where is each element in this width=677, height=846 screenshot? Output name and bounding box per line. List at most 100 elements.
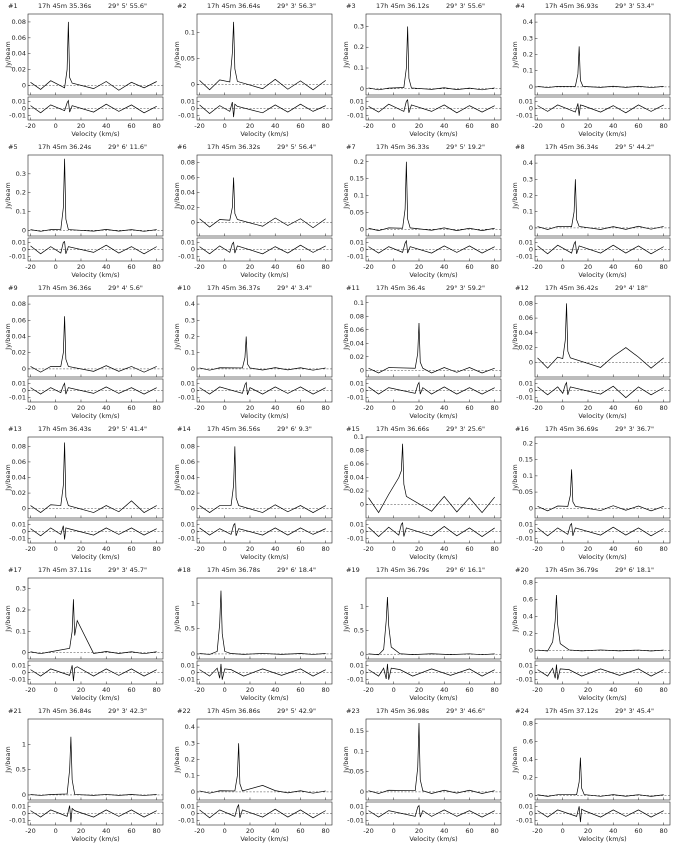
y-tick-label: 0.1 <box>523 472 533 480</box>
x-tick-label: 0 <box>54 686 58 694</box>
panel-dec: 29° 3' 59.2" <box>446 284 485 292</box>
y-tick-label: 1 <box>191 599 195 607</box>
y-tick-label: 0.3 <box>523 175 533 183</box>
residual-y-tick-label: 0.01 <box>519 802 533 810</box>
spectrum-line <box>537 757 664 797</box>
y-tick-label: 0.4 <box>523 159 533 167</box>
residual-y-tick-label: 0.01 <box>12 802 26 810</box>
panel-label: #12 <box>515 284 529 292</box>
y-axis-label: Jy/beam <box>173 182 181 209</box>
panel-label: #8 <box>515 143 525 151</box>
panel-ra: 17h 45m 36.64s <box>207 2 261 10</box>
x-tick-label: 20 <box>246 686 254 694</box>
y-axis-label: Jy/beam <box>4 746 12 773</box>
main-frame <box>534 295 671 378</box>
main-frame <box>534 13 671 96</box>
y-tick-label: 0.2 <box>523 51 533 59</box>
panel-label: #14 <box>177 425 191 433</box>
x-axis-label: Velocity (km/s) <box>240 130 288 138</box>
y-tick-label: 0.1 <box>354 747 364 755</box>
main-frame <box>27 154 164 237</box>
x-tick-label: -20 <box>363 827 374 835</box>
residual-y-tick-label: 0.01 <box>12 238 26 246</box>
x-axis-label: Velocity (km/s) <box>409 412 457 420</box>
y-axis-label: Jy/beam <box>511 746 519 773</box>
panel: #5 17h 45m 36.24s 29° 6' 11.6" 0 0.1 0.2 0.3 -0… <box>4 143 164 279</box>
panel-label: #7 <box>346 143 356 151</box>
x-tick-label: 80 <box>660 827 668 835</box>
x-tick-label: 40 <box>271 827 279 835</box>
panel: #15 17h 45m 36.66s 29° 3' 25.6" 0 0.02 0.04 0.… <box>342 425 502 561</box>
x-tick-label: 20 <box>415 404 423 412</box>
y-tick-label: 0 <box>191 365 195 373</box>
panel-ra: 17h 45m 36.78s <box>207 566 261 574</box>
x-tick-label: 0 <box>54 263 58 271</box>
y-tick-label: 0 <box>360 501 364 509</box>
panel: #16 17h 45m 36.69s 29° 3' 36.7" 0 0.05 0.1 0.1… <box>511 425 671 561</box>
panel-ra: 17h 45m 36.79s <box>545 566 599 574</box>
y-tick-label: 0.3 <box>16 585 26 593</box>
residual-line <box>30 525 157 540</box>
y-axis-label: Jy/beam <box>342 746 350 773</box>
residual-y-tick-label: 0.01 <box>181 520 195 528</box>
panel-ra: 17h 45m 36.86s <box>207 707 261 715</box>
residual-line <box>537 381 664 399</box>
y-tick-label: 0.1 <box>185 28 195 36</box>
spectrum-line <box>199 177 326 229</box>
panel-ra: 17h 45m 36.42s <box>545 284 599 292</box>
y-axis-label: Jy/beam <box>342 464 350 491</box>
spectrum-line <box>199 590 326 655</box>
residual-y-tick-label: 0 <box>360 810 364 818</box>
y-tick-label: 0.02 <box>350 353 364 361</box>
x-tick-label: 80 <box>153 827 161 835</box>
main-frame <box>534 718 671 801</box>
residual-y-tick-label: -0.01 <box>178 394 195 402</box>
panel-ra: 17h 45m 36.79s <box>376 566 430 574</box>
residual-y-tick-label: 0 <box>191 528 195 536</box>
panel-label: #15 <box>346 425 360 433</box>
residual-line <box>537 522 664 537</box>
residual-y-tick-label: -0.01 <box>178 112 195 120</box>
x-tick-label: 80 <box>322 404 330 412</box>
x-tick-label: -20 <box>194 122 205 130</box>
x-axis-label: Velocity (km/s) <box>71 553 119 561</box>
x-tick-label: 80 <box>660 545 668 553</box>
residual-line <box>537 806 664 823</box>
y-axis-label: Jy/beam <box>511 182 519 209</box>
x-tick-label: 40 <box>102 122 110 130</box>
x-tick-label: 60 <box>634 122 642 130</box>
x-tick-label: 40 <box>102 404 110 412</box>
x-tick-label: -20 <box>25 404 36 412</box>
residual-line <box>199 663 326 680</box>
x-tick-label: 40 <box>609 404 617 412</box>
main-frame <box>365 295 502 378</box>
main-frame <box>365 154 502 237</box>
x-tick-label: 0 <box>54 827 58 835</box>
panel-label: #19 <box>346 566 360 574</box>
residual-y-tick-label: 0.01 <box>350 520 364 528</box>
panel-ra: 17h 45m 36.36s <box>38 284 92 292</box>
x-axis-label: Velocity (km/s) <box>578 694 626 702</box>
y-tick-label: 0.2 <box>523 192 533 200</box>
x-tick-label: 0 <box>54 122 58 130</box>
residual-y-tick-label: -0.01 <box>347 817 364 825</box>
residual-y-tick-label: 0 <box>191 246 195 254</box>
x-tick-label: 40 <box>271 686 279 694</box>
x-tick-label: 40 <box>102 827 110 835</box>
residual-line <box>537 240 664 255</box>
main-frame <box>534 436 671 519</box>
panel-ra: 17h 45m 36.69s <box>545 425 599 433</box>
x-tick-label: -20 <box>25 686 36 694</box>
x-tick-label: -20 <box>25 263 36 271</box>
spectrum-line <box>30 599 157 655</box>
x-tick-label: 80 <box>491 827 499 835</box>
y-tick-label: 0.1 <box>354 192 364 200</box>
x-tick-label: 40 <box>440 404 448 412</box>
y-tick-label: 0.4 <box>185 723 195 731</box>
residual-y-tick-label: 0.01 <box>12 661 26 669</box>
x-tick-label: 20 <box>415 686 423 694</box>
panel-dec: 29° 3' 56.3" <box>277 2 316 10</box>
residual-y-tick-label: 0 <box>22 246 26 254</box>
x-tick-label: 60 <box>634 545 642 553</box>
